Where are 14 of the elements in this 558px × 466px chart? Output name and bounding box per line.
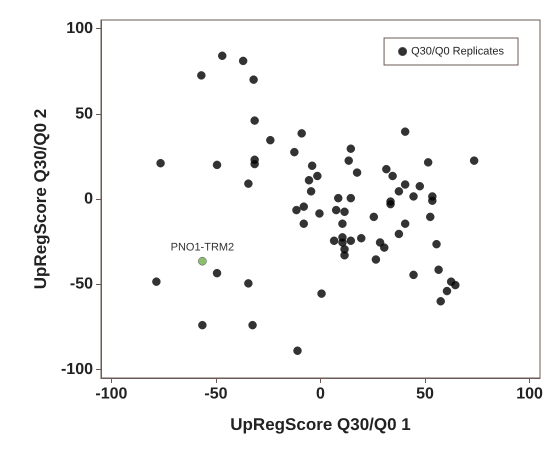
x-tick-label: -100: [95, 386, 128, 402]
x-axis-title: UpRegScore Q30/Q0 1: [230, 415, 411, 434]
annotation: PNO1-TRM2: [170, 242, 234, 254]
y-tick-label: 100: [66, 20, 94, 38]
y-tick-label: -50: [70, 276, 94, 293]
legend-label: Q30/Q0 Replicates: [411, 46, 504, 58]
x-tick-label: 100: [516, 386, 543, 402]
y-tick-label: 50: [75, 105, 94, 122]
x-tick-label: 0: [316, 386, 326, 402]
y-tick-label: 0: [84, 190, 94, 208]
x-tick-label: -50: [204, 386, 228, 402]
y-axis-title: UpRegScore Q30/Q0 2: [31, 108, 50, 290]
y-tick-label: -100: [60, 360, 94, 378]
x-tick-label: 50: [416, 386, 434, 402]
